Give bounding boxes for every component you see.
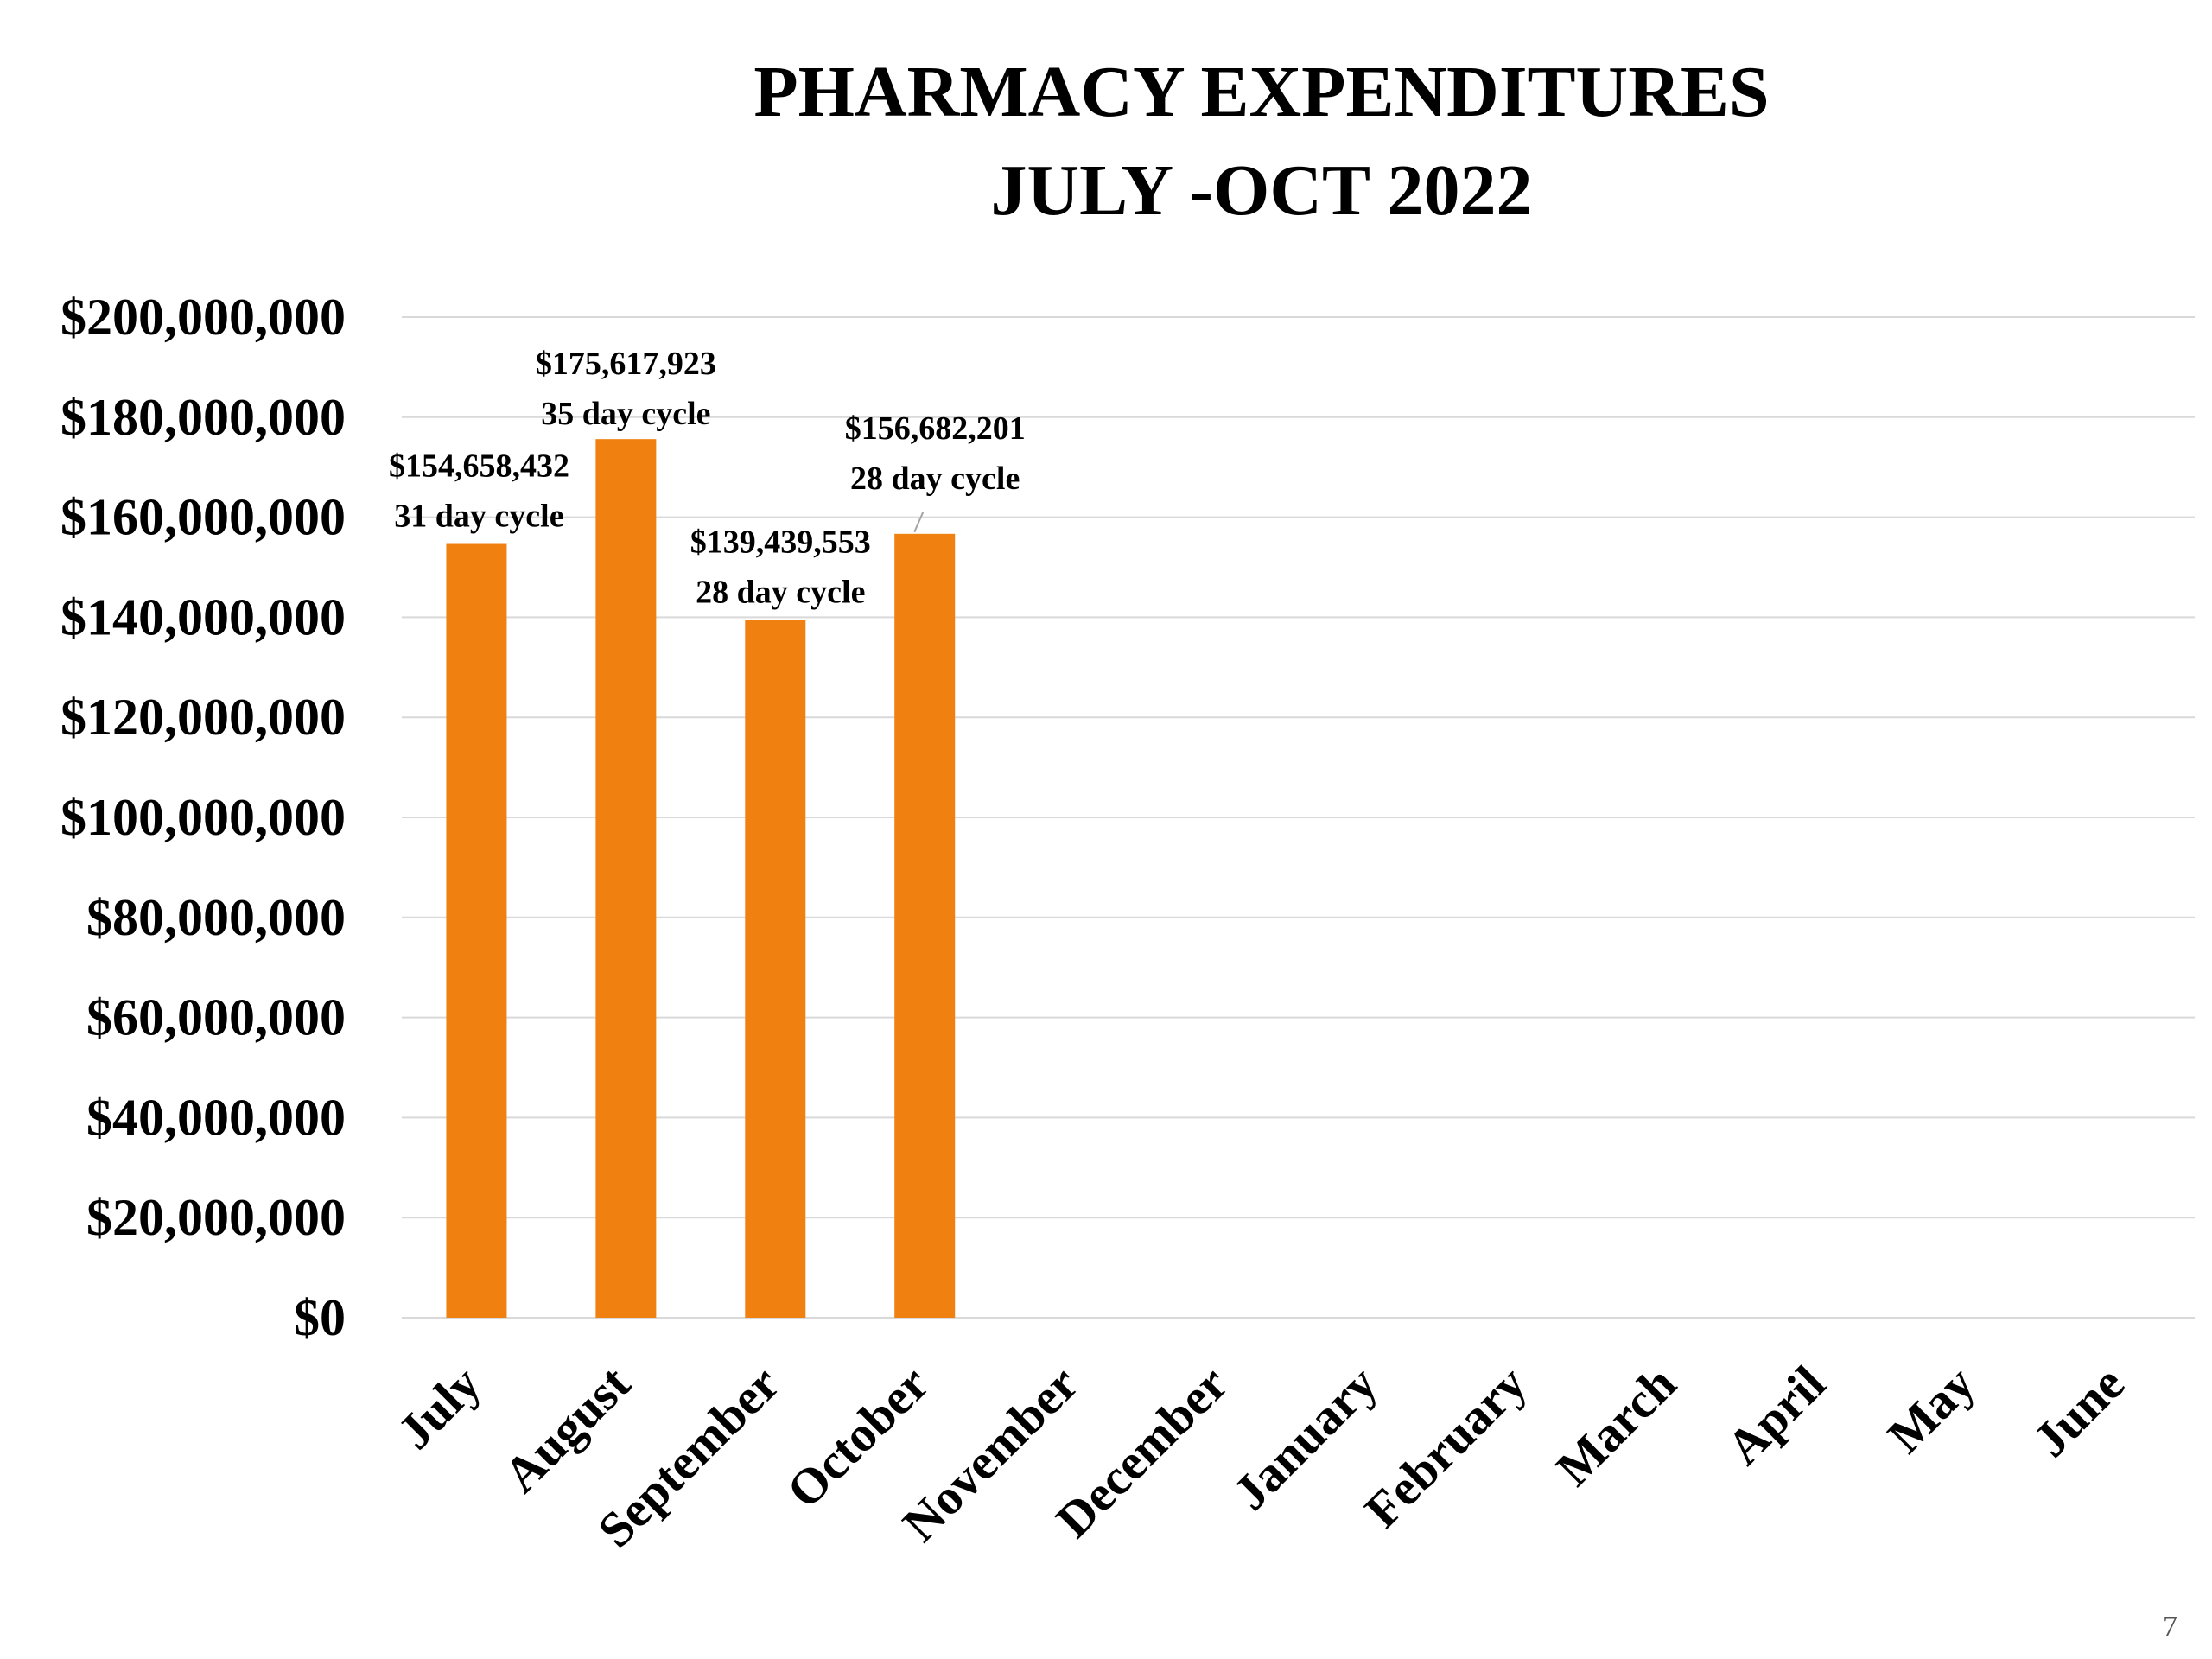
data-label-line: 28 day cycle	[850, 461, 1020, 497]
x-tick-label: August	[493, 1355, 641, 1503]
y-tick-label: $200,000,000	[60, 289, 346, 346]
data-label-line: $154,658,432	[389, 448, 569, 485]
y-tick-label: $120,000,000	[60, 689, 346, 746]
page-number: 7	[2163, 1611, 2177, 1643]
data-label-line: $175,617,923	[536, 346, 716, 382]
bars	[446, 439, 956, 1318]
data-label-line: 31 day cycle	[394, 499, 563, 535]
data-labels: $154,658,432 31 day cycle $175,617,923 35 d…	[389, 346, 1026, 610]
bar-september	[745, 620, 806, 1318]
x-tick-label: June	[2022, 1355, 2134, 1467]
x-tick-label: May	[1877, 1355, 1986, 1464]
data-label-line: 35 day cycle	[541, 396, 710, 432]
y-tick-label: $60,000,000	[86, 989, 346, 1046]
x-tick-label: March	[1545, 1355, 1687, 1497]
y-tick-label: $40,000,000	[86, 1089, 346, 1146]
x-tick-label: July	[386, 1355, 491, 1459]
bar-august	[595, 439, 657, 1318]
y-tick-label: $20,000,000	[86, 1189, 346, 1246]
chart-title-line-1: PHARMACY EXPENDITURES	[753, 52, 1770, 132]
data-label-july: $154,658,432 31 day cycle	[389, 448, 569, 535]
y-tick-label: $0	[294, 1289, 346, 1346]
x-tick-label: February	[1354, 1355, 1537, 1538]
data-label-october: $156,682,201 28 day cycle	[845, 410, 1026, 497]
data-label-line: $156,682,201	[845, 410, 1026, 447]
y-axis-tick-labels: $0 $20,000,000 $40,000,000 $60,000,000 $80,0…	[60, 289, 346, 1346]
bar-october	[894, 533, 956, 1318]
y-tick-label: $140,000,000	[60, 588, 346, 645]
chart-title-line-2: JULY -OCT 2022	[990, 150, 1533, 231]
y-tick-label: $180,000,000	[60, 389, 346, 446]
x-tick-label: April	[1716, 1355, 1836, 1475]
y-tick-label: $100,000,000	[60, 789, 346, 846]
data-label-september: $139,439,553 28 day cycle	[690, 524, 871, 611]
y-tick-label: $80,000,000	[86, 889, 346, 946]
data-label-august: $175,617,923 35 day cycle	[536, 346, 716, 432]
data-label-line: $139,439,553	[690, 524, 871, 561]
data-label-leader-line	[913, 512, 925, 533]
gridlines	[402, 316, 2195, 1319]
bar-july	[446, 543, 507, 1318]
data-label-line: 28 day cycle	[696, 575, 865, 611]
x-axis-tick-labels: July AugustSeptemberOctoberNovemberDecemb…	[386, 1355, 2134, 1559]
y-tick-label: $160,000,000	[60, 489, 346, 546]
